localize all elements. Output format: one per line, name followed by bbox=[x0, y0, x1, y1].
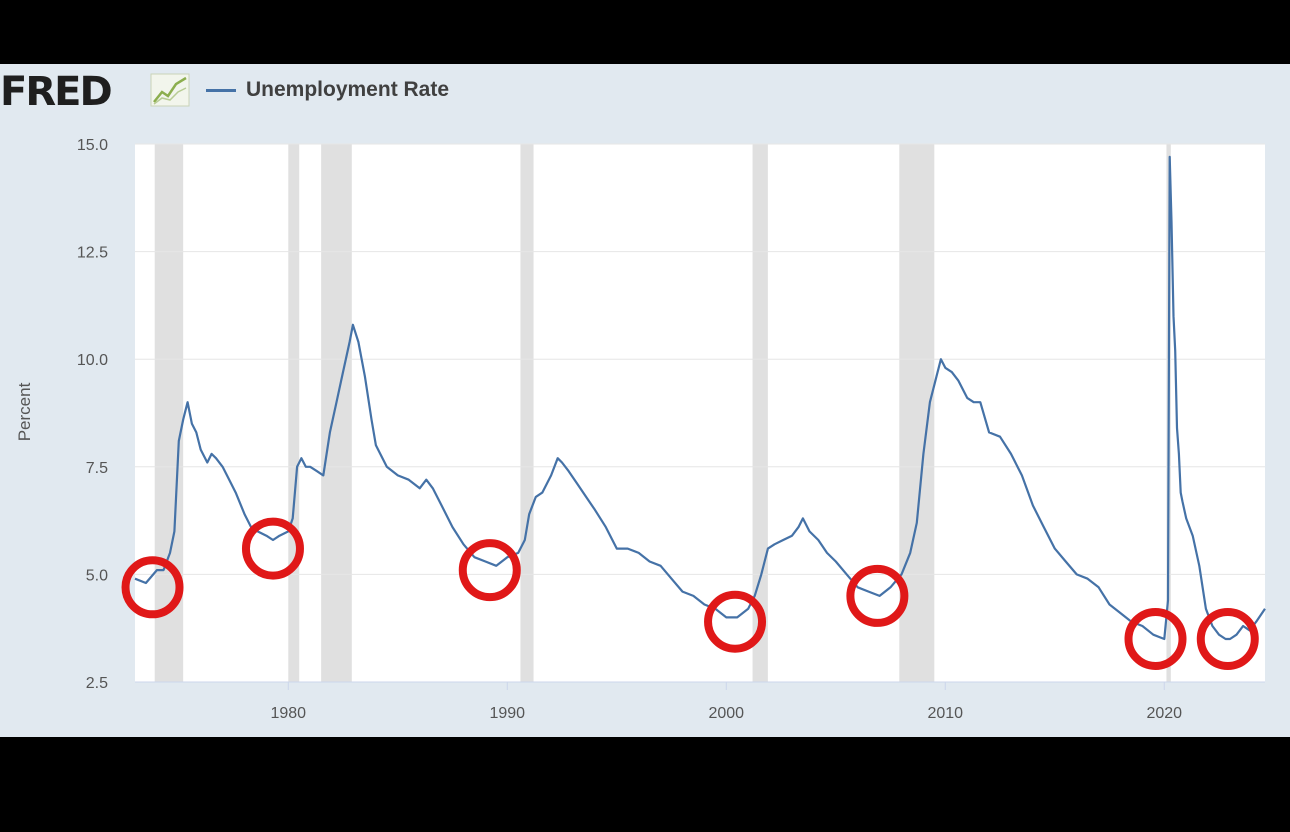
legend-swatch bbox=[206, 89, 236, 92]
recession-band bbox=[752, 144, 768, 682]
highlight-circle bbox=[458, 539, 521, 602]
y-tick-label: 7.5 bbox=[86, 460, 108, 477]
y-tick-label: 5.0 bbox=[86, 567, 108, 584]
highlight-circle bbox=[121, 556, 184, 619]
x-tick-label: 1990 bbox=[489, 705, 525, 722]
y-axis-label: Percent bbox=[15, 382, 34, 441]
line-chart-icon bbox=[150, 73, 190, 107]
fred-logo: FRED bbox=[0, 69, 113, 115]
y-tick-label: 15.0 bbox=[77, 137, 108, 154]
y-tick-label: 12.5 bbox=[77, 245, 108, 262]
x-tick-label: 2020 bbox=[1146, 705, 1182, 722]
x-tick-label: 1980 bbox=[270, 705, 306, 722]
recession-band bbox=[288, 144, 300, 682]
y-tick-label: 2.5 bbox=[86, 675, 108, 692]
highlight-circles bbox=[121, 517, 1259, 670]
chart-header: FRED Unemployment Rate bbox=[0, 64, 700, 122]
highlight-circle bbox=[704, 590, 767, 653]
y-axis-ticks: 2.5 5.0 7.5 10.0 12.5 15.0 bbox=[77, 137, 108, 692]
highlight-circle bbox=[846, 564, 909, 627]
highlight-circle bbox=[241, 517, 304, 580]
x-axis-ticks: 1980 1990 2000 2010 2020 bbox=[270, 682, 1182, 722]
recession-band bbox=[321, 144, 352, 682]
highlight-circle bbox=[1196, 607, 1259, 670]
legend-label: Unemployment Rate bbox=[246, 78, 450, 101]
recession-band bbox=[520, 144, 534, 682]
y-tick-label: 10.0 bbox=[77, 352, 108, 369]
highlight-circle bbox=[1124, 607, 1187, 670]
x-tick-label: 2010 bbox=[927, 705, 963, 722]
x-tick-label: 2000 bbox=[708, 705, 744, 722]
